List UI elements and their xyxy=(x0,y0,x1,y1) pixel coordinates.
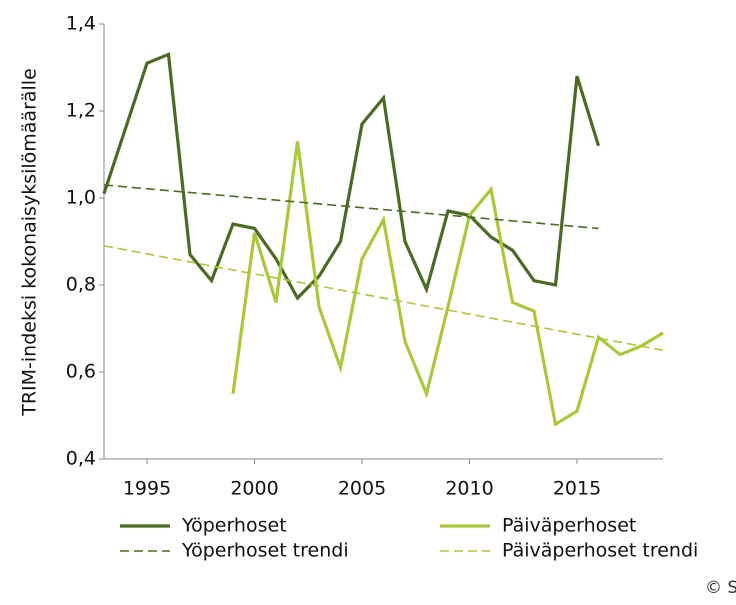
series-line xyxy=(102,52,601,301)
legend-label: Yöperhoset trendi xyxy=(181,540,349,562)
y-tick-label: 0,6 xyxy=(66,361,96,383)
x-tick-label: 2015 xyxy=(553,478,601,500)
legend-label: Päiväperhoset trendi xyxy=(502,540,698,562)
y-axis-label: TRIM-indeksi kokonaisyksilömäärälle xyxy=(19,68,41,417)
series-line xyxy=(231,141,664,427)
legend-label: Yöperhoset xyxy=(181,515,287,537)
series-line xyxy=(103,184,599,230)
y-tick-label: 1,4 xyxy=(66,13,96,35)
credit: © SYKE xyxy=(705,578,736,598)
x-tick-label: 1995 xyxy=(123,478,171,500)
legend-label: Päiväperhoset xyxy=(502,515,636,537)
x-tick-label: 2010 xyxy=(445,478,493,500)
x-tick-label: 2000 xyxy=(230,478,278,500)
x-tick-label: 2005 xyxy=(338,478,386,500)
y-tick-label: 1,0 xyxy=(66,187,96,209)
y-tick-label: 0,4 xyxy=(66,448,96,470)
y-tick-label: 0,8 xyxy=(66,274,96,296)
y-tick-label: 1,2 xyxy=(66,100,96,122)
series-line xyxy=(103,245,664,352)
